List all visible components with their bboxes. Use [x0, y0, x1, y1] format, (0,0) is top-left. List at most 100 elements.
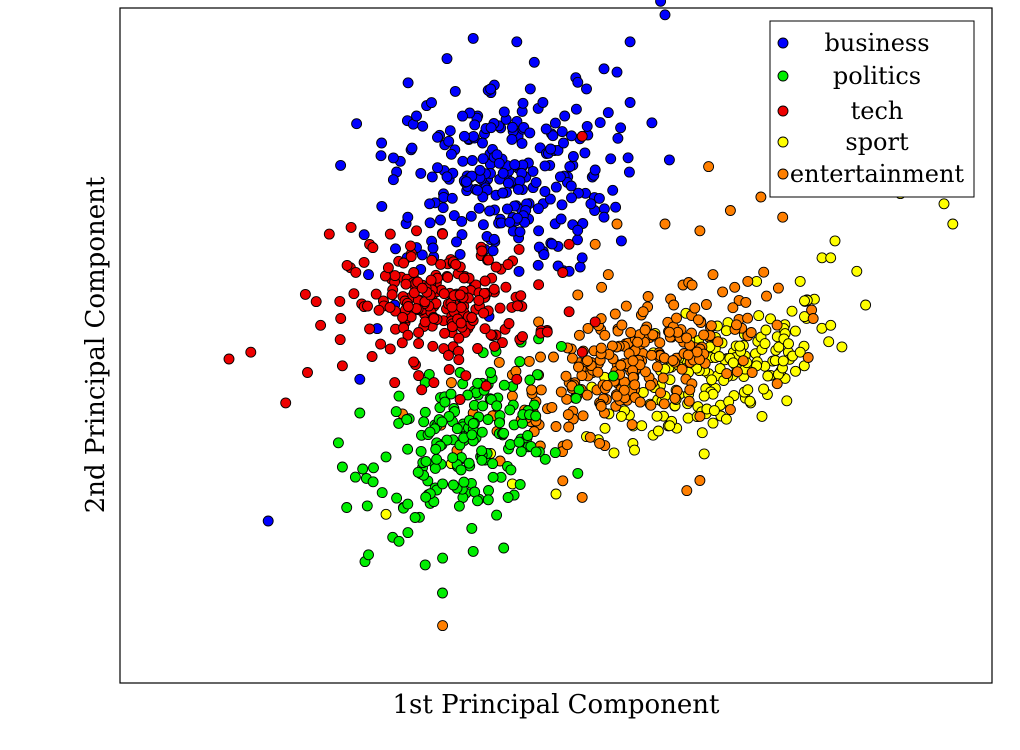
legend-label-entertainment: entertainment [790, 160, 964, 188]
tech-point [370, 288, 382, 300]
business-point [516, 137, 528, 149]
business-point [415, 167, 427, 179]
politics-point [349, 471, 361, 483]
tech-point [413, 338, 425, 349]
business-point [555, 213, 567, 225]
business-point [545, 143, 557, 155]
business-point [566, 130, 577, 142]
entertainment-point [639, 324, 651, 336]
politics-point [530, 410, 542, 422]
politics-point [419, 559, 431, 571]
legend-marker-business [777, 37, 789, 49]
entertainment-point [668, 299, 680, 311]
business-point [585, 198, 597, 210]
entertainment-point [523, 355, 535, 367]
sport-point [760, 324, 772, 336]
politics-point [607, 370, 619, 382]
business-point [497, 187, 509, 199]
business-point [427, 242, 439, 254]
business-point [468, 130, 479, 142]
business-point [390, 243, 401, 255]
entertainment-point [526, 384, 538, 396]
business-point [581, 120, 593, 132]
politics-point [466, 429, 478, 441]
politics-point [429, 462, 441, 474]
business-point [443, 135, 455, 147]
entertainment-point [692, 314, 704, 326]
politics-point [514, 356, 526, 368]
business-point [477, 153, 489, 165]
business-point [354, 373, 366, 385]
politics-point [463, 457, 475, 469]
entertainment-point [573, 329, 585, 341]
entertainment-point [594, 437, 606, 449]
business-point [581, 83, 592, 95]
entertainment-point [616, 319, 628, 331]
tech-point [479, 323, 491, 335]
business-point [504, 216, 516, 228]
tech-point [494, 302, 506, 314]
business-point [624, 97, 636, 108]
business-point [441, 171, 453, 183]
business-point [474, 164, 486, 176]
tech-point [478, 307, 490, 319]
entertainment-point [599, 329, 611, 341]
entertainment-point [681, 332, 693, 344]
tech-point [350, 266, 362, 278]
politics-point [476, 454, 488, 466]
business-point [615, 122, 627, 134]
politics-point [447, 452, 459, 464]
politics-point [419, 406, 431, 418]
business-point [611, 66, 623, 78]
entertainment-point [629, 379, 641, 391]
entertainment-point [557, 475, 569, 487]
sport-point [758, 383, 770, 395]
business-point [594, 117, 606, 129]
tech-point [502, 259, 514, 270]
business-point [546, 238, 558, 250]
entertainment-point [742, 312, 754, 324]
politics-point [502, 492, 514, 503]
business-point [498, 106, 510, 118]
politics-point [466, 522, 478, 534]
business-point [544, 193, 556, 205]
business-point [511, 36, 523, 48]
entertainment-point [761, 290, 772, 302]
tech-point [476, 245, 488, 257]
sport-point [629, 444, 640, 456]
entertainment-point [727, 302, 739, 314]
entertainment-point [729, 281, 741, 293]
tech-point [408, 356, 420, 368]
politics-point [441, 434, 453, 446]
politics-point [483, 485, 494, 496]
sport-point [720, 413, 732, 425]
entertainment-point [745, 327, 757, 338]
politics-point [391, 492, 403, 504]
entertainment-point [746, 367, 758, 378]
tech-point [428, 313, 440, 324]
business-point [493, 157, 505, 169]
tech-point [576, 130, 588, 142]
entertainment-point [445, 377, 457, 389]
entertainment-point [634, 396, 646, 408]
business-point [262, 515, 274, 527]
business-point [607, 184, 619, 196]
tech-point [280, 397, 292, 409]
sport-point [615, 410, 627, 422]
business-point [574, 261, 586, 273]
tech-point [438, 288, 450, 300]
politics-point [530, 446, 542, 458]
business-point [432, 162, 443, 174]
business-point [539, 160, 551, 172]
business-point [465, 210, 477, 222]
business-point [558, 137, 569, 149]
entertainment-point [611, 390, 623, 402]
tech-point [472, 343, 484, 354]
business-point [564, 161, 576, 173]
politics-point [439, 396, 451, 408]
entertainment-point [615, 359, 627, 371]
entertainment-point [772, 282, 784, 294]
tech-point [443, 349, 454, 361]
business-point [615, 235, 627, 247]
sport-point [756, 410, 768, 422]
